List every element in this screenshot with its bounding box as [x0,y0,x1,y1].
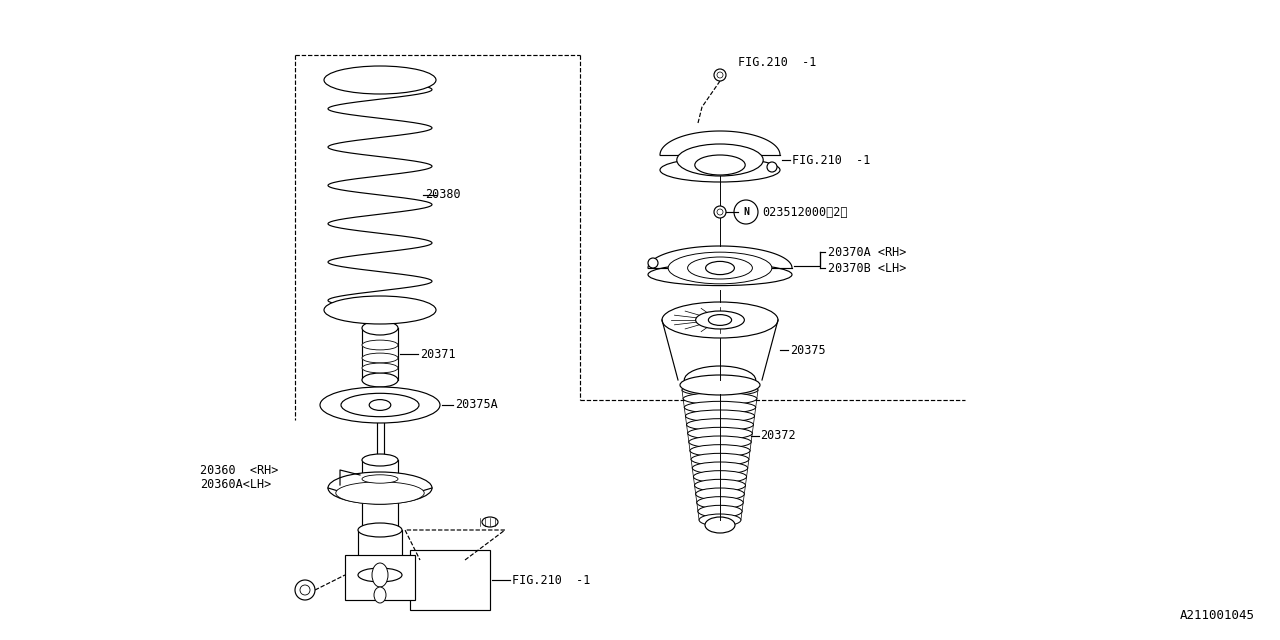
Ellipse shape [362,353,398,363]
Ellipse shape [648,264,792,285]
Text: 20375A: 20375A [454,399,498,412]
Text: 20371: 20371 [420,348,456,360]
Ellipse shape [714,69,726,81]
Ellipse shape [691,453,749,465]
Ellipse shape [324,66,436,94]
Ellipse shape [328,472,433,504]
Text: 20375: 20375 [790,344,826,356]
Ellipse shape [362,475,398,483]
Ellipse shape [714,206,726,218]
Ellipse shape [369,399,390,410]
Text: FIG.210  -1: FIG.210 -1 [792,154,870,166]
Ellipse shape [685,401,755,413]
Ellipse shape [324,296,436,324]
Ellipse shape [320,387,440,423]
Ellipse shape [362,340,398,350]
Ellipse shape [685,366,755,394]
Ellipse shape [767,162,777,172]
Text: N: N [744,207,749,217]
Ellipse shape [372,563,388,587]
Ellipse shape [705,261,735,275]
Bar [358,530,402,575]
Ellipse shape [300,585,310,595]
Ellipse shape [660,158,780,182]
Text: 20380: 20380 [425,189,461,202]
Ellipse shape [483,517,498,527]
Ellipse shape [689,436,751,448]
Ellipse shape [648,258,658,268]
Ellipse shape [294,580,315,600]
Bar [346,555,415,600]
Ellipse shape [677,144,763,176]
Ellipse shape [686,419,754,431]
Ellipse shape [695,488,745,500]
Text: 20360  <RH>: 20360 <RH> [200,463,278,477]
Ellipse shape [685,410,755,422]
Ellipse shape [705,517,735,533]
Ellipse shape [695,479,745,492]
Ellipse shape [362,363,398,373]
Ellipse shape [362,524,398,536]
Bar [410,550,490,610]
Ellipse shape [684,393,756,404]
Text: 20370A <RH>: 20370A <RH> [828,246,906,259]
Ellipse shape [690,445,750,457]
Ellipse shape [374,587,387,603]
Text: A211001045: A211001045 [1180,609,1254,622]
Ellipse shape [687,257,753,279]
Ellipse shape [687,428,753,439]
Ellipse shape [362,454,398,466]
Ellipse shape [692,462,748,474]
Text: FIG.210  -1: FIG.210 -1 [512,573,590,586]
Text: 20360A<LH>: 20360A<LH> [200,479,271,492]
Ellipse shape [695,155,745,175]
Ellipse shape [695,311,745,329]
Text: 20372: 20372 [760,429,796,442]
Ellipse shape [358,568,402,582]
Ellipse shape [698,506,742,517]
Text: 023512000（2）: 023512000（2） [762,205,847,218]
Ellipse shape [717,72,723,78]
Ellipse shape [362,492,398,504]
Ellipse shape [708,315,732,325]
Ellipse shape [696,497,744,509]
Ellipse shape [717,209,723,215]
Ellipse shape [694,470,746,483]
Ellipse shape [662,302,778,338]
Text: 20370B <LH>: 20370B <LH> [828,262,906,275]
Ellipse shape [680,375,760,395]
Ellipse shape [358,523,402,537]
Ellipse shape [362,373,398,387]
Ellipse shape [699,514,741,526]
Ellipse shape [682,384,758,396]
Text: FIG.210  -1: FIG.210 -1 [739,56,817,70]
Ellipse shape [362,321,398,335]
Ellipse shape [335,482,424,504]
Ellipse shape [340,394,419,417]
Ellipse shape [668,252,772,284]
